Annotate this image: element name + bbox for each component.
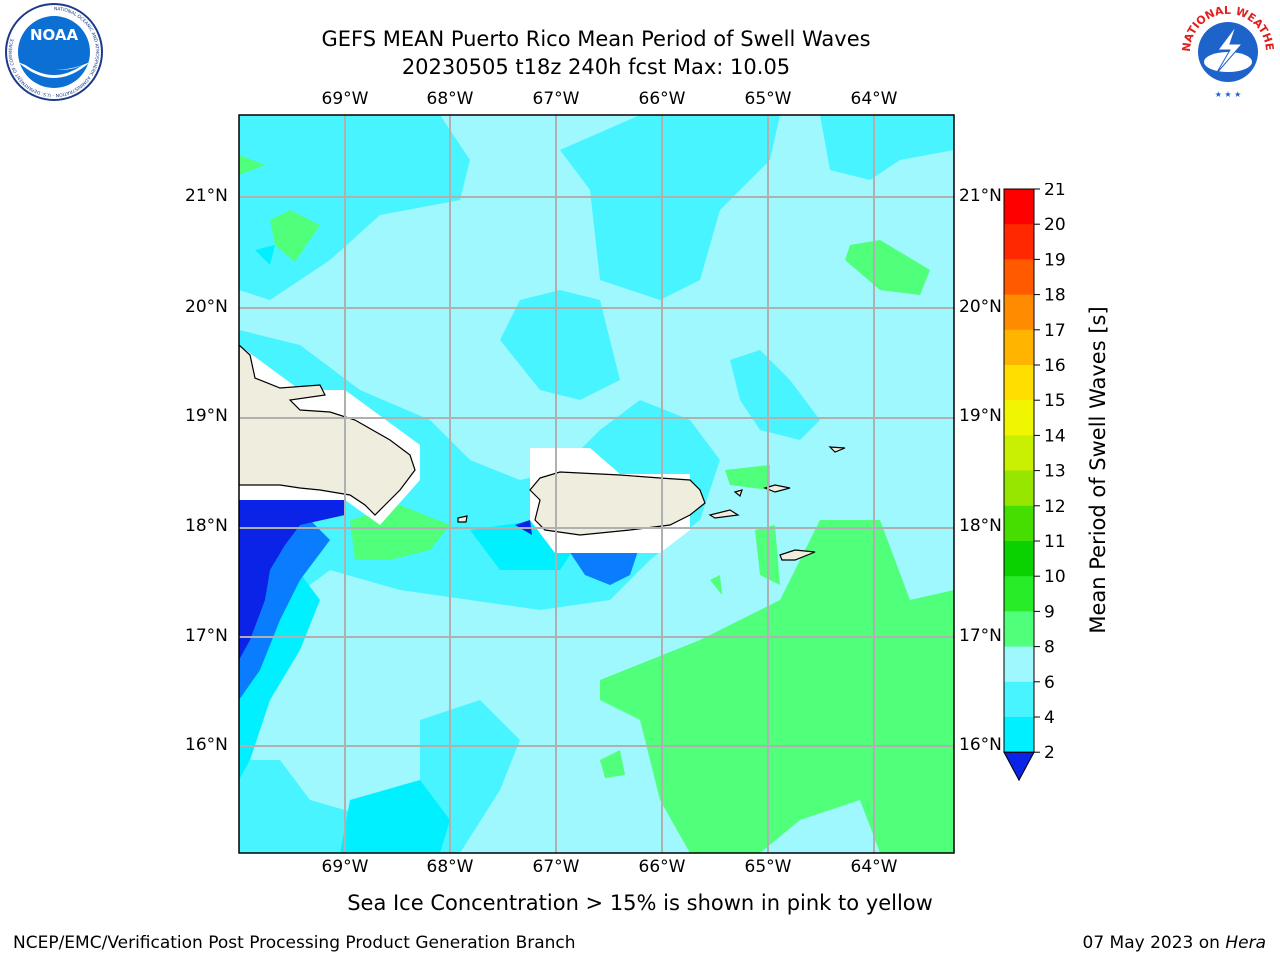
colorbar-tick-label: 8 <box>1044 638 1055 658</box>
footer-date-text: 07 May 2023 on <box>1082 933 1226 953</box>
colorbar-block <box>1004 717 1034 753</box>
map-panel <box>238 114 955 854</box>
colorbar-block <box>1004 611 1034 648</box>
colorbar-tick-label: 21 <box>1044 183 1066 200</box>
colorbar-block <box>1004 329 1034 366</box>
colorbar-tick-label: 9 <box>1044 602 1055 622</box>
lon-label-top-64w: 64°W <box>850 89 898 109</box>
lat-label-right-21n: 21°N <box>959 186 1002 206</box>
lon-label-bottom-64w: 64°W <box>850 857 898 877</box>
colorbar-tick-label: 17 <box>1044 321 1066 341</box>
colorbar-tick-label: 13 <box>1044 462 1066 482</box>
sea-ice-caption: Sea Ice Concentration > 15% is shown in … <box>347 891 933 915</box>
colorbar-tick-label: 16 <box>1044 356 1066 376</box>
noaa-logo: NOAA NATIONAL OCEANIC AND ATMOSPHERIC AD… <box>4 2 104 102</box>
lat-label-left-21n: 21°N <box>185 186 228 206</box>
colorbar-block <box>1004 365 1034 401</box>
lat-label-left-19n: 19°N <box>185 406 228 426</box>
colorbar-block <box>1004 400 1034 436</box>
lat-label-right-20n: 20°N <box>959 297 1002 317</box>
lon-label-top-68w: 68°W <box>426 89 474 109</box>
colorbar-block <box>1004 646 1034 683</box>
lon-label-top-65w: 65°W <box>744 89 792 109</box>
colorbar-block <box>1004 576 1034 612</box>
colorbar-extend-triangle <box>1003 751 1035 782</box>
colorbar-tick-label: 14 <box>1044 426 1066 446</box>
lon-label-top-67w: 67°W <box>532 89 580 109</box>
lon-label-bottom-66w: 66°W <box>638 857 686 877</box>
lon-label-top-66w: 66°W <box>638 89 686 109</box>
footer-date: 07 May 2023 on Hera <box>1083 933 1267 953</box>
colorbar-label: Mean Period of Swell Waves [s] <box>1086 306 1110 634</box>
colorbar-block <box>1004 224 1034 260</box>
colorbar-block <box>1004 470 1034 507</box>
lon-label-bottom-67w: 67°W <box>532 857 580 877</box>
colorbar-tick-label: 11 <box>1044 532 1066 552</box>
colorbar-tick-label: 18 <box>1044 286 1066 306</box>
svg-text:★ ★ ★: ★ ★ ★ <box>1215 90 1242 99</box>
lat-label-right-17n: 17°N <box>959 626 1002 646</box>
colorbar-block <box>1004 435 1034 472</box>
nws-logo: NATIONAL WEATHER SERVICE ★ ★ ★ <box>1174 0 1278 102</box>
footer-host: Hera <box>1225 933 1266 953</box>
colorbar-tick-label: 4 <box>1044 708 1055 728</box>
noaa-logo-text: NOAA <box>30 26 79 44</box>
graticule <box>239 115 954 853</box>
colorbar-block <box>1004 681 1034 718</box>
lon-label-bottom-65w: 65°W <box>744 857 792 877</box>
lat-label-left-18n: 18°N <box>185 516 228 536</box>
lat-label-right-19n: 19°N <box>959 406 1002 426</box>
chart-subtitle: 20230505 t18z 240h fcst Max: 10.05 <box>401 55 791 79</box>
lat-label-right-18n: 18°N <box>959 516 1002 536</box>
colorbar-tick-label: 6 <box>1044 673 1055 693</box>
lon-label-bottom-69w: 69°W <box>321 857 369 877</box>
footer-branch: NCEP/EMC/Verification Post Processing Pr… <box>13 933 576 953</box>
colorbar-block <box>1004 294 1034 331</box>
colorbar-tick-label: 15 <box>1044 391 1066 411</box>
lon-label-top-69w: 69°W <box>321 89 369 109</box>
chart-title: GEFS MEAN Puerto Rico Mean Period of Swe… <box>321 27 871 51</box>
lat-label-left-20n: 20°N <box>185 297 228 317</box>
lat-label-left-16n: 16°N <box>185 735 228 755</box>
colorbar: 21 20 19 18 17 16 15 14 13 12 11 10 9 8 6 4 2 <box>1003 183 1066 782</box>
lat-label-left-17n: 17°N <box>185 626 228 646</box>
colorbar-block <box>1004 505 1034 542</box>
lon-label-bottom-68w: 68°W <box>426 857 474 877</box>
colorbar-block <box>1004 259 1034 296</box>
colorbar-tick-label: 2 <box>1044 743 1055 763</box>
colorbar-tick-label: 19 <box>1044 250 1066 270</box>
colorbar-tick-label: 20 <box>1044 215 1066 235</box>
colorbar-block <box>1004 541 1034 577</box>
colorbar-block <box>1004 189 1034 225</box>
lat-label-right-16n: 16°N <box>959 735 1002 755</box>
colorbar-tick-label: 10 <box>1044 567 1066 587</box>
colorbar-tick-label: 12 <box>1044 497 1066 517</box>
